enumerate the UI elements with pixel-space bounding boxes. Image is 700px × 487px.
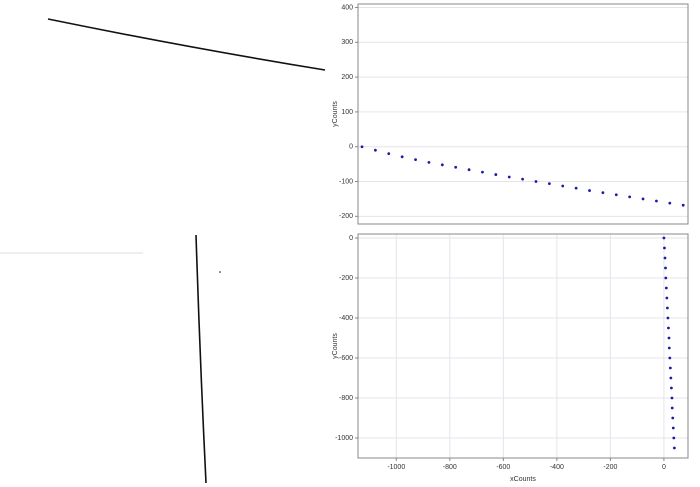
point	[668, 201, 672, 205]
y-tick-label: -1000	[335, 435, 353, 442]
point	[670, 396, 674, 400]
y-tick-label: 300	[341, 39, 353, 46]
point	[667, 326, 670, 330]
point	[507, 175, 511, 179]
point	[574, 186, 578, 190]
point	[494, 173, 498, 176]
y-tick-label: 200	[341, 74, 353, 81]
drawn-stroke	[47, 18, 326, 71]
y-tick-label: -200	[339, 213, 353, 220]
point	[662, 236, 666, 240]
x-axis-label: xCounts	[510, 476, 536, 483]
y-axis-label: yCounts	[332, 333, 339, 359]
point	[561, 184, 565, 188]
point	[668, 366, 672, 370]
point	[521, 177, 524, 181]
point	[663, 246, 666, 250]
point	[547, 182, 551, 186]
point	[414, 158, 417, 162]
x-tick-label: -200	[603, 464, 617, 471]
point	[672, 436, 676, 440]
point	[671, 416, 675, 420]
point	[440, 163, 444, 167]
plot-frame	[357, 3, 689, 225]
x-tick-label: -400	[550, 464, 564, 471]
point	[387, 152, 391, 156]
x-tick-label: -600	[496, 464, 510, 471]
point	[467, 168, 471, 172]
point	[400, 155, 404, 159]
point	[669, 376, 673, 380]
point	[588, 189, 591, 192]
point	[655, 199, 658, 203]
point	[670, 386, 673, 390]
point	[360, 145, 364, 149]
point	[672, 446, 676, 450]
y-tick-label: 0	[349, 144, 353, 151]
drawn-stroke	[195, 234, 207, 484]
drawn-dot	[219, 271, 221, 273]
point	[628, 195, 632, 199]
x-tick-label: 0	[662, 464, 666, 471]
point	[667, 336, 671, 340]
point	[641, 197, 645, 201]
y-tick-label: -200	[339, 275, 353, 282]
x-tick-label: -1000	[387, 464, 405, 471]
point	[671, 426, 675, 430]
x-tick-label: -800	[443, 464, 457, 471]
point	[614, 193, 618, 197]
point	[665, 306, 669, 310]
point	[427, 160, 431, 164]
point	[664, 286, 668, 290]
point	[373, 148, 377, 152]
point	[665, 296, 669, 300]
point	[601, 191, 605, 195]
point	[681, 203, 685, 207]
plot-frame	[357, 233, 689, 459]
point	[534, 180, 538, 183]
point	[667, 346, 671, 350]
point	[668, 356, 672, 360]
y-tick-label: 0	[349, 235, 353, 242]
point	[454, 165, 458, 169]
y-tick-label: 100	[341, 109, 353, 116]
point	[663, 256, 667, 260]
y-axis-label: yCounts	[332, 101, 339, 127]
point	[664, 276, 668, 280]
y-tick-label: -100	[339, 178, 353, 185]
plot-area	[357, 3, 689, 225]
point	[670, 406, 674, 410]
point	[666, 316, 670, 320]
point	[481, 170, 484, 174]
y-tick-label: 400	[341, 4, 353, 11]
point	[664, 266, 667, 270]
y-tick-label: -800	[339, 395, 353, 402]
plot-area	[357, 233, 689, 459]
y-tick-label: -400	[339, 315, 353, 322]
y-tick-label: -600	[339, 355, 353, 362]
